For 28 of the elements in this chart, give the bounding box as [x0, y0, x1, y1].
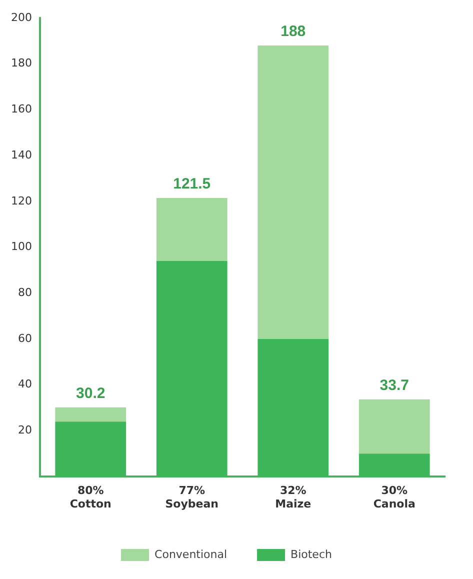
bar	[358, 399, 430, 454]
x-tick-label: 32% Maize	[275, 484, 312, 510]
bar	[258, 46, 329, 340]
x-tick-label: 80% Cotton	[70, 484, 112, 510]
y-tick-label: 180	[10, 56, 32, 70]
y-tick-label: 20	[18, 424, 32, 437]
bar	[258, 339, 329, 477]
y-tick-label: 100	[10, 240, 32, 254]
total-label: 33.7	[380, 376, 409, 394]
legend-label: Biotech	[290, 548, 332, 561]
total-label: 188	[280, 23, 306, 40]
y-tick-label: 60	[18, 332, 32, 345]
bar	[358, 454, 430, 477]
total-label: 30.2	[76, 384, 106, 402]
y-tick-label: 80	[18, 286, 32, 300]
bar	[55, 407, 126, 422]
y-tick-label: 160	[10, 102, 32, 116]
total-label: 121.5	[173, 176, 211, 193]
bar	[156, 261, 228, 477]
legend-label: Conventional	[154, 548, 228, 561]
y-tick-label: 120	[10, 194, 32, 208]
x-tick-label: 77% Soybean	[165, 484, 218, 510]
y-tick-label: 200	[10, 10, 32, 24]
x-tick-label: 30% Canola	[373, 484, 416, 510]
bar	[55, 422, 126, 477]
y-tick-label: 140	[10, 148, 32, 162]
bar	[156, 198, 228, 262]
y-tick-label: 40	[18, 378, 32, 391]
